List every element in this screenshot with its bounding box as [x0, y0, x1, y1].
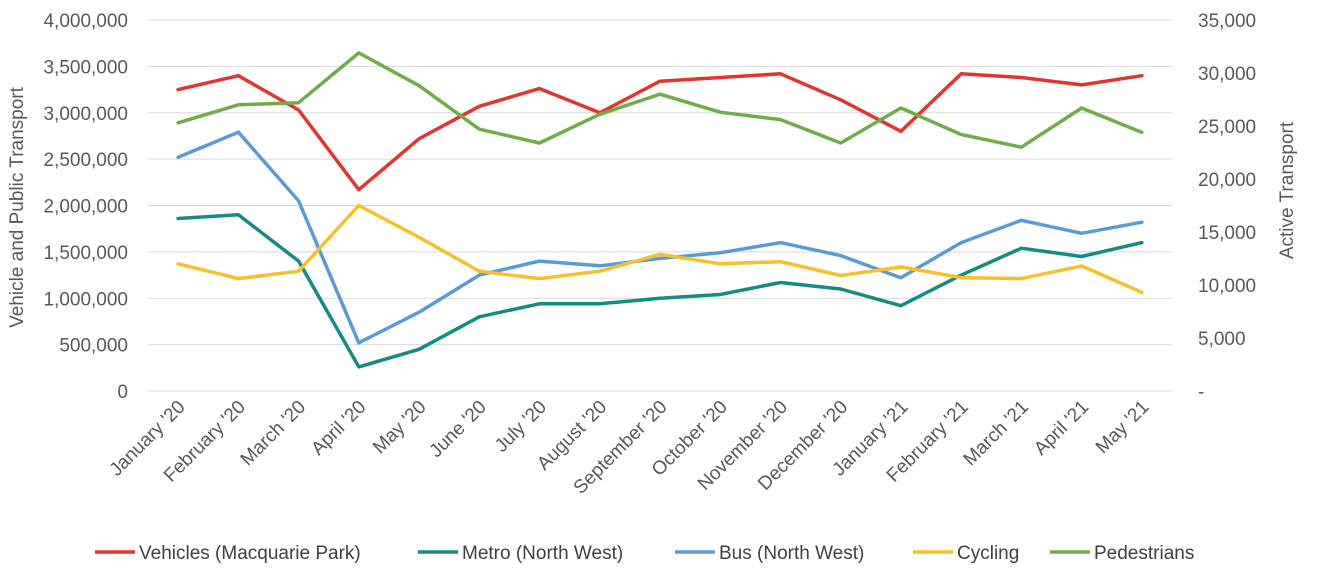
right-axis-ticks: - 5,000 10,000 15,000 20,000 25,000 30,000 35,0… [1198, 11, 1256, 403]
left-tick-label: 500,000 [59, 336, 128, 357]
right-axis-title: Active Transport [1277, 121, 1298, 259]
x-tick-label: May '21 [1092, 397, 1153, 458]
right-tick-label: 20,000 [1198, 170, 1256, 191]
left-tick-label: 4,000,000 [43, 11, 128, 32]
left-tick-label: 3,000,000 [43, 104, 128, 125]
legend-label: Metro (North West) [462, 543, 623, 564]
series-line-5 [176, 51, 1144, 149]
left-axis-title: Vehicle and Public Transport [7, 86, 28, 328]
right-tick-label: 15,000 [1198, 223, 1256, 244]
series-line-4 [176, 203, 1144, 295]
right-tick-label: 5,000 [1198, 329, 1246, 350]
legend-label: Cycling [957, 543, 1019, 564]
left-tick-label: 2,500,000 [43, 150, 128, 171]
left-tick-label: 2,000,000 [43, 197, 128, 218]
series-line-2 [176, 213, 1144, 369]
series-lines [176, 51, 1144, 369]
right-tick-label: 35,000 [1198, 11, 1256, 32]
legend: Vehicles (Macquarie Park) Metro (North We… [95, 543, 1194, 564]
right-tick-label: 10,000 [1198, 276, 1256, 297]
x-tick-label: July '20 [491, 397, 551, 457]
right-tick-label: 25,000 [1198, 117, 1256, 138]
x-tick-label: June '20 [426, 397, 491, 462]
left-axis-ticks: 0 500,000 1,000,000 1,500,000 2,000,000 2,500… [43, 11, 128, 403]
right-tick-label: - [1198, 382, 1204, 403]
series-line-1 [176, 72, 1144, 192]
x-tick-label: March '21 [960, 397, 1033, 470]
legend-label: Bus (North West) [719, 543, 864, 564]
right-tick-label: 30,000 [1198, 64, 1256, 85]
x-tick-label: May '20 [369, 397, 430, 458]
legend-label: Vehicles (Macquarie Park) [139, 543, 361, 564]
x-tick-label: April '21 [1030, 397, 1093, 460]
series-line-3 [176, 130, 1144, 345]
left-tick-label: 1,000,000 [43, 289, 128, 310]
x-tick-label: March '20 [237, 397, 310, 470]
left-tick-label: 1,500,000 [43, 243, 128, 264]
left-tick-label: 0 [117, 382, 128, 403]
legend-label: Pedestrians [1094, 543, 1194, 564]
x-tick-label: April '20 [307, 397, 370, 460]
left-tick-label: 3,500,000 [43, 57, 128, 78]
